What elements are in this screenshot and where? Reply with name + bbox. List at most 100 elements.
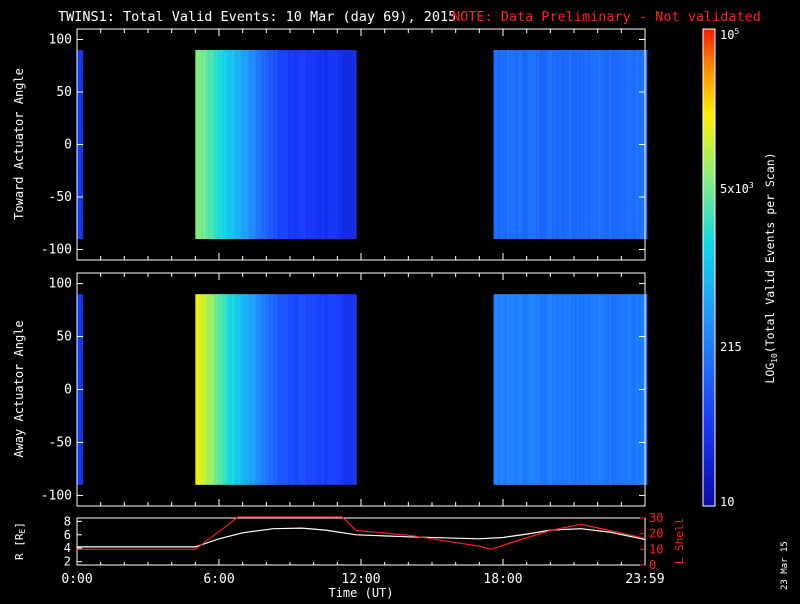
y-tick-label: -50	[49, 435, 72, 450]
heatmap-cell	[265, 294, 268, 485]
heatmap-cell	[238, 50, 242, 239]
orbit-panel-frame	[76, 517, 646, 566]
heatmap-cell	[329, 50, 333, 239]
colorbar-tick-1e5: 105	[720, 27, 739, 42]
away-ylabel: Away Actuator Angle	[12, 320, 26, 457]
heatmap-cell	[346, 50, 350, 239]
heatmap-cell	[286, 50, 289, 239]
heatmap-cell	[346, 294, 350, 485]
heatmap-cell	[616, 294, 619, 485]
heatmap-cell	[307, 50, 310, 239]
heatmap-cell	[263, 50, 266, 239]
left-y-tick-label: 6	[64, 528, 71, 542]
heatmap-cell	[254, 50, 257, 239]
heatmap-cell	[499, 50, 502, 239]
heatmap-cell	[601, 50, 604, 239]
heatmap-cell	[629, 294, 633, 485]
y-tick-label: 100	[49, 33, 72, 48]
heatmap-cell	[225, 50, 229, 239]
heatmap-cell	[504, 294, 508, 485]
heatmap-cell	[214, 294, 217, 485]
heatmap-cell	[271, 294, 274, 485]
heatmap-cell	[225, 294, 229, 485]
heatmap-cell	[314, 50, 317, 239]
heatmap-cell	[622, 50, 625, 239]
heatmap-cell	[344, 294, 348, 485]
heatmap-cell	[223, 50, 227, 239]
heatmap-cell	[206, 50, 210, 239]
heatmap-cell	[603, 294, 606, 485]
heatmap-cell	[280, 50, 283, 239]
heatmap-cell	[305, 50, 308, 239]
heatmap-cell	[291, 50, 295, 239]
heatmap-cell	[571, 50, 574, 239]
heatmap-cell	[204, 294, 208, 485]
heatmap-cell	[571, 294, 574, 485]
heatmap-cell	[325, 294, 329, 485]
heatmap-cell	[282, 294, 285, 485]
heatmap-cell	[303, 50, 306, 239]
heatmap-cell	[645, 294, 648, 485]
heatmap-cell	[597, 50, 601, 239]
heatmap-cell	[586, 50, 589, 239]
heatmap-cell	[501, 50, 504, 239]
heatmap-cell	[352, 50, 355, 239]
toward-heatmap-data	[77, 50, 648, 239]
heatmap-cell	[573, 50, 576, 239]
heatmap-cell	[618, 50, 621, 239]
heatmap-cell	[601, 294, 604, 485]
heatmap-cell	[504, 50, 508, 239]
heatmap-cell	[208, 294, 211, 485]
heatmap-cell	[556, 50, 559, 239]
heatmap-cell	[210, 50, 213, 239]
heatmap-cell	[495, 294, 498, 485]
colorbar-label: LOG10(Total Valid Events per Scan)	[763, 152, 779, 383]
heatmap-cell	[293, 50, 297, 239]
heatmap-cell	[288, 50, 291, 239]
lshell-series-line	[77, 516, 646, 550]
heatmap-cell	[324, 50, 327, 239]
heatmap-cell	[350, 294, 353, 485]
x-tick-label: 12:00	[341, 572, 380, 587]
heatmap-cell	[616, 50, 619, 239]
left-y-tick-label: 8	[64, 514, 71, 528]
heatmap-cell	[254, 294, 257, 485]
heatmap-cell	[221, 294, 225, 485]
heatmap-cell	[274, 50, 278, 239]
heatmap-cell	[563, 50, 566, 239]
heatmap-cell	[242, 294, 246, 485]
heatmap-cell	[199, 50, 202, 239]
heatmap-cell	[508, 50, 512, 239]
heatmap-cell	[590, 50, 593, 239]
heatmap-cell	[512, 294, 515, 485]
heatmap-cell	[341, 50, 344, 239]
heatmap-cell	[637, 294, 640, 485]
heatmap-cell	[627, 50, 631, 239]
heatmap-cell	[503, 294, 506, 485]
heatmap-cell	[595, 50, 599, 239]
heatmap-cell	[320, 294, 323, 485]
heatmap-cell	[573, 294, 576, 485]
heatmap-cell	[544, 294, 548, 485]
heatmap-cell	[540, 50, 544, 239]
y-tick-label: 50	[56, 85, 72, 100]
right-y-tick-label: 30	[649, 511, 663, 525]
heatmap-cell	[201, 50, 204, 239]
heatmap-cell	[501, 294, 504, 485]
heatmap-cell	[318, 50, 321, 239]
heatmap-cell	[344, 50, 348, 239]
heatmap-cell	[552, 50, 555, 239]
heatmap-cell	[550, 50, 553, 239]
heatmap-cell	[335, 294, 338, 485]
heatmap-cell	[286, 294, 289, 485]
heatmap-cell	[506, 294, 510, 485]
heatmap-cell	[565, 294, 568, 485]
heatmap-cell	[518, 294, 521, 485]
heatmap-cell	[635, 294, 638, 485]
heatmap-cell	[325, 50, 329, 239]
heatmap-cell	[544, 50, 548, 239]
heatmap-cell	[605, 294, 608, 485]
heatmap-cell	[231, 294, 234, 485]
heatmap-cell	[274, 294, 278, 485]
heatmap-cell	[637, 50, 640, 239]
